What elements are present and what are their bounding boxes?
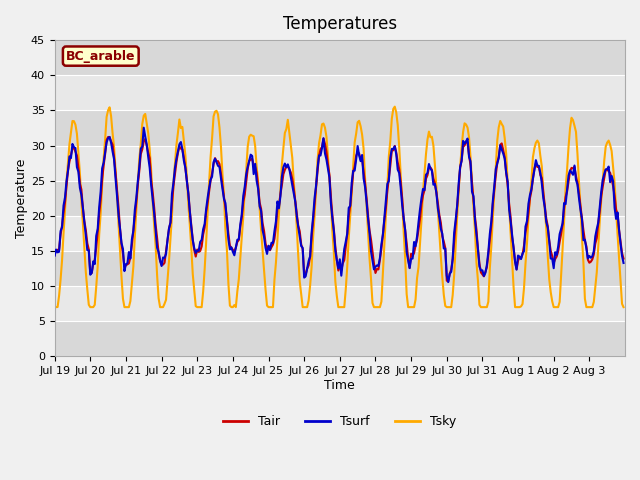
Tsky [51, 304, 58, 310]
Tsurf [88, 270, 95, 276]
Tsky [620, 304, 627, 310]
Tair [88, 270, 95, 276]
Bar [54, 110, 625, 145]
Tsky [70, 118, 78, 124]
Text: BC_arable: BC_arable [66, 49, 136, 62]
Bar [54, 40, 625, 75]
Tair [620, 256, 627, 262]
Tair [51, 252, 58, 258]
Tsky [617, 278, 625, 284]
Bar [54, 321, 625, 356]
Tair [444, 278, 452, 284]
Bar [54, 145, 625, 180]
Tair [345, 213, 353, 219]
Tsky [391, 104, 399, 109]
Bar [54, 216, 625, 251]
Tair [106, 134, 113, 140]
Title: Temperatures: Temperatures [283, 15, 397, 33]
Tsky [458, 144, 465, 150]
Tsky [344, 264, 351, 270]
Legend: Tair, Tsurf, Tsky: Tair, Tsurf, Tsky [218, 410, 461, 433]
Tsurf [70, 144, 78, 150]
Tsurf [444, 279, 452, 285]
Tsky [543, 225, 550, 231]
Tsurf [345, 205, 353, 211]
Line: Tsurf: Tsurf [54, 128, 623, 282]
X-axis label: Time: Time [324, 379, 355, 392]
Tsurf [544, 225, 552, 230]
Tsurf [460, 138, 467, 144]
Line: Tair: Tair [54, 137, 623, 281]
Tair [460, 144, 467, 150]
Y-axis label: Temperature: Temperature [15, 158, 28, 238]
Bar [54, 180, 625, 216]
Bar [54, 251, 625, 286]
Tair [618, 250, 626, 256]
Tair [544, 223, 552, 229]
Tsurf [618, 253, 626, 259]
Tsurf [620, 260, 627, 266]
Tsurf [51, 253, 58, 259]
Tsky [88, 304, 95, 310]
Bar [54, 75, 625, 110]
Tsurf [140, 125, 148, 131]
Bar [54, 286, 625, 321]
Tair [70, 144, 78, 150]
Line: Tsky: Tsky [54, 107, 623, 307]
